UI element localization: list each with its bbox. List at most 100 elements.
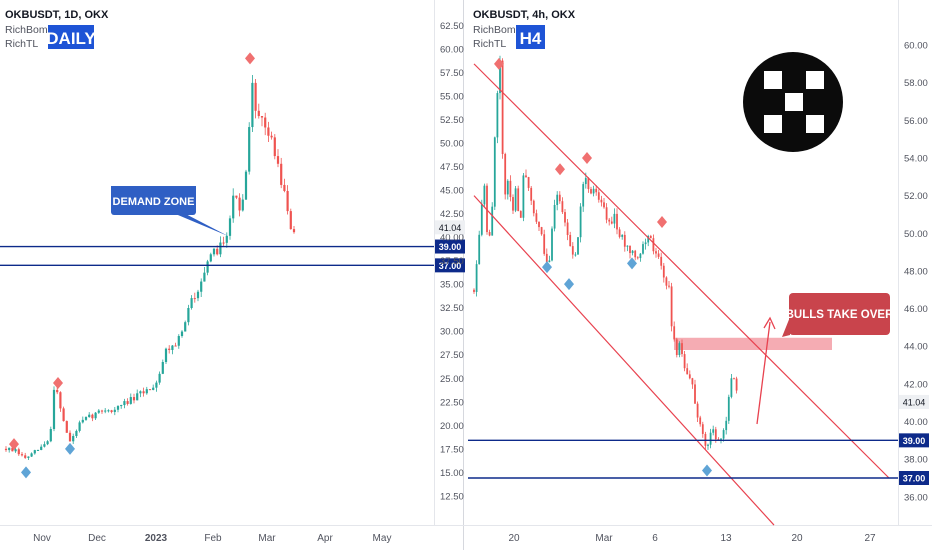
candle-body [228, 218, 232, 236]
right-price-axis: 60.00 58.00 56.00 54.00 52.00 50.00 48.00 46.00… [904, 41, 928, 504]
candle-body [592, 188, 595, 194]
y-tick-label: 36.00 [904, 492, 928, 503]
left-symbol-header: OKBUSDT, 1D, OKX [5, 9, 109, 21]
candle-body [504, 153, 507, 195]
y-tick-label: 42.00 [904, 379, 928, 390]
candle-body [634, 250, 637, 258]
last-price-tag [435, 220, 465, 235]
left-candles [4, 74, 296, 460]
candle-body [629, 245, 631, 254]
candle-body [543, 234, 546, 254]
y-tick-label: 40.00 [440, 233, 464, 244]
right-indicator-richtl: RichTL [473, 38, 506, 50]
candle-body [132, 397, 136, 401]
candle-body [200, 281, 203, 292]
candle-body [248, 127, 251, 172]
candle-body [701, 424, 704, 434]
candle-body [84, 417, 88, 420]
candle-body [491, 206, 494, 236]
candle-body [623, 234, 626, 247]
candle-body [116, 406, 120, 410]
candle-body [225, 235, 228, 243]
candle-body [91, 414, 94, 419]
candle-body [639, 253, 642, 259]
candle-body [219, 242, 222, 255]
level-price-label: 37.00 [439, 261, 462, 271]
candle-body [158, 373, 161, 383]
left-time-axis: Nov Dec 2023 Feb Mar Apr May [33, 533, 391, 544]
y-tick-label: 62.50 [440, 21, 464, 32]
rich-bomb-up-icon [627, 257, 637, 270]
level-price-label: 37.00 [903, 474, 926, 484]
candle-body [27, 456, 30, 458]
candle-body [267, 127, 270, 136]
left-indicator-richbomb: RichBomb [5, 24, 54, 36]
x-tick-label: Feb [204, 533, 222, 544]
candle-body [553, 204, 556, 229]
candle-body [683, 354, 686, 369]
x-tick-label: 2023 [145, 533, 168, 544]
candle-body [551, 228, 553, 261]
candle-body [136, 393, 139, 401]
right-levels: 39.00 37.00 [468, 433, 929, 485]
candle-body [283, 184, 286, 191]
left-levels: 39.00 37.00 [0, 239, 465, 273]
candle-body [714, 429, 717, 440]
candle-body [493, 137, 496, 207]
candle-body [688, 374, 691, 379]
candle-body [668, 285, 670, 287]
y-tick-label: 27.50 [440, 350, 464, 361]
candle-body [33, 450, 36, 454]
candle-body [94, 412, 97, 419]
candle-body [642, 244, 644, 254]
x-tick-label: 20 [508, 533, 520, 544]
y-tick-label: 56.00 [904, 116, 928, 127]
y-tick-label: 12.50 [440, 491, 464, 502]
candle-body [40, 446, 43, 450]
candle-body [686, 368, 689, 375]
candle-body [652, 238, 655, 252]
y-tick-label: 50.00 [904, 229, 928, 240]
y-tick-label: 54.00 [904, 154, 928, 165]
candle-body [519, 211, 522, 218]
x-tick-label: May [373, 533, 392, 544]
candle-body [696, 403, 699, 418]
candle-body [203, 272, 206, 282]
x-tick-label: 20 [791, 533, 803, 544]
candle-body [168, 348, 171, 350]
candle-body [88, 414, 91, 418]
candle-body [171, 345, 174, 350]
candle-body [193, 298, 196, 300]
demand-zone-label: DEMAND ZONE [113, 196, 195, 208]
candle-body [155, 382, 158, 388]
candle-body [582, 184, 585, 207]
candle-body [212, 248, 216, 255]
candle-body [174, 345, 177, 347]
rich-bomb-up-icon [702, 464, 712, 477]
candle-body [52, 389, 56, 430]
candle-body [556, 194, 559, 205]
x-tick-label: Dec [88, 533, 106, 544]
rich-bomb-down-icon [494, 57, 504, 70]
candle-body [506, 180, 509, 195]
rich-bomb-down-icon [9, 438, 19, 451]
candle-body [488, 232, 491, 236]
candle-body [558, 194, 561, 202]
candle-body [649, 235, 652, 239]
y-tick-label: 38.00 [904, 455, 928, 466]
candle-body [473, 289, 475, 292]
candle-body [113, 409, 116, 413]
candle-body [499, 60, 501, 94]
candle-body [644, 242, 647, 245]
bulls-take-over-label: BULLS TAKE OVER [786, 309, 894, 321]
candle-body [14, 449, 17, 452]
candle-body [270, 135, 273, 138]
right-symbol-header: OKBUSDT, 4h, OKX [473, 9, 576, 21]
candle-body [276, 156, 280, 164]
right-timeframe-badge-label: H4 [520, 29, 542, 48]
candle-body [43, 444, 46, 447]
candle-body [621, 234, 624, 237]
rich-bomb-down-icon [53, 376, 63, 389]
candle-body [292, 229, 296, 233]
